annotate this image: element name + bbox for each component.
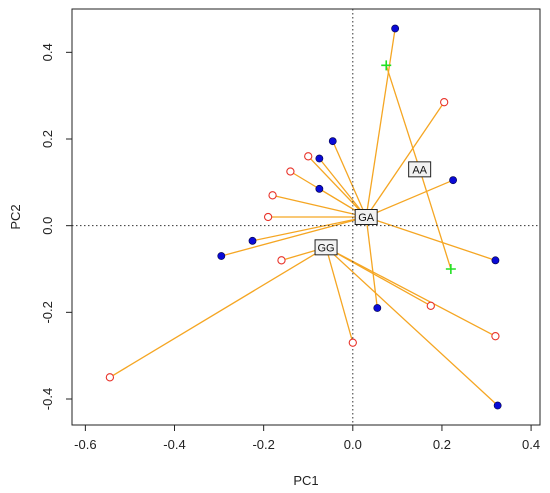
group-label-box (408, 161, 432, 178)
connector-line (290, 170, 367, 218)
plus-point (381, 60, 392, 71)
open-point (426, 301, 435, 310)
filled-point (493, 401, 502, 410)
group-label-text: GA (358, 212, 375, 224)
group-label-ga: GA (354, 209, 378, 225)
y-tick-label: -0.4 (40, 388, 55, 410)
filled-point (328, 137, 337, 146)
y-tick-label: -0.2 (40, 301, 55, 323)
connector-lines (109, 28, 499, 406)
connector-line (221, 216, 367, 257)
group-label-aa: AA (408, 161, 432, 178)
group-label-box (314, 239, 338, 256)
open-point (277, 256, 286, 265)
filled-point (491, 256, 500, 265)
filled-point (217, 252, 226, 260)
connector-line (365, 216, 496, 261)
connector-line (325, 246, 496, 337)
connector-line (272, 194, 367, 218)
data-points (105, 24, 502, 410)
connector-line (365, 179, 454, 218)
connector-line (365, 28, 396, 218)
y-tick-label: 0.2 (40, 130, 55, 148)
y-axis: -0.4 -0.2 0.0 0.2 0.4 (40, 43, 73, 410)
connector-line (252, 216, 367, 242)
y-tick-label: 0.0 (40, 217, 55, 235)
open-point (304, 152, 313, 161)
connector-line (419, 169, 452, 270)
filled-point (391, 24, 400, 33)
open-point (491, 332, 500, 341)
x-tick-label: 0.0 (344, 437, 362, 452)
filled-point (315, 154, 324, 163)
x-tick-label: -0.6 (74, 437, 96, 452)
group-labels: AA GA GG (314, 161, 432, 256)
reference-lines (72, 9, 540, 425)
filled-point (248, 236, 257, 245)
open-point (348, 338, 357, 347)
filled-point (449, 176, 457, 185)
filled-point (373, 304, 382, 312)
x-tick-label: -0.2 (252, 437, 274, 452)
connector-line (385, 65, 421, 170)
connector-line (325, 246, 499, 406)
open-point (268, 191, 277, 200)
group-label-gg: GG (314, 239, 338, 256)
x-axis: -0.6 -0.4 -0.2 0.0 0.2 0.4 (74, 424, 540, 452)
connector-line (325, 247, 354, 343)
plus-point (445, 264, 456, 274)
y-axis-label: PC2 (8, 204, 23, 229)
connector-line (365, 101, 445, 218)
group-label-text: GG (317, 242, 334, 254)
x-tick-label: -0.4 (163, 437, 185, 452)
connector-line (365, 216, 378, 309)
connector-line (318, 158, 367, 218)
group-label-text: AA (412, 164, 427, 176)
connector-line (109, 246, 327, 378)
open-point (440, 98, 449, 107)
x-axis-label: PC1 (293, 473, 318, 488)
x-tick-label: 0.4 (522, 437, 540, 452)
open-point (286, 167, 295, 176)
group-label-box (354, 209, 378, 225)
y-tick-label: 0.4 (40, 43, 55, 61)
open-point (105, 373, 115, 382)
connector-line (307, 155, 367, 218)
open-point (263, 212, 273, 222)
connector-line (332, 140, 367, 218)
x-tick-label: 0.2 (433, 437, 451, 452)
filled-point (315, 184, 324, 193)
